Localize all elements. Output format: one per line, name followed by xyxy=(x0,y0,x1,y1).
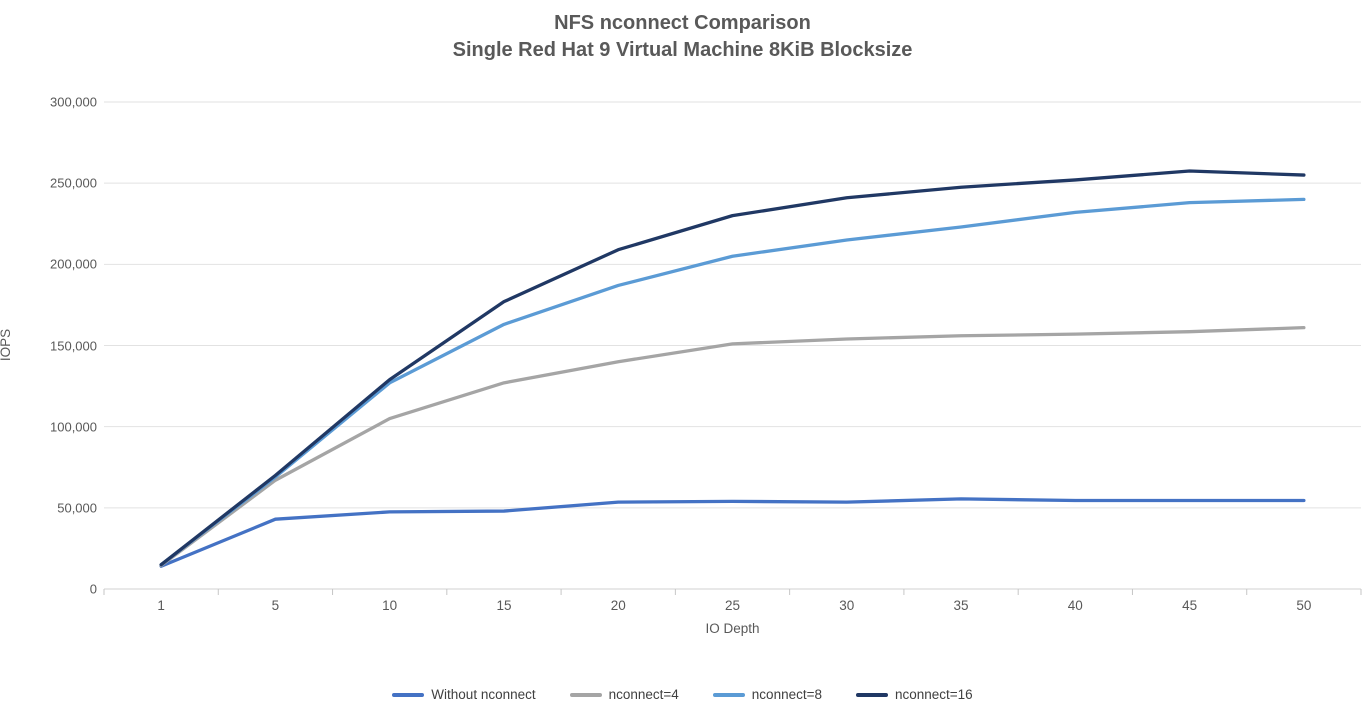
x-tick-label: 45 xyxy=(1182,598,1198,613)
legend-swatch-icon xyxy=(855,692,888,697)
y-tick-label: 200,000 xyxy=(50,256,97,272)
y-tick-label: 100,000 xyxy=(50,419,97,435)
x-tick-label: 30 xyxy=(839,598,855,613)
x-tick-label: 5 xyxy=(271,598,280,613)
series-line-2 xyxy=(159,197,1306,567)
x-tick-label: 20 xyxy=(610,598,626,613)
x-tick-label: 10 xyxy=(382,598,398,613)
chart-legend: Without nconnect nconnect=4 nconnect=8 ncon… xyxy=(0,687,1365,702)
legend-label: nconnect=4 xyxy=(608,687,679,702)
x-tick-label: 40 xyxy=(1067,598,1083,613)
y-tick-label: 150,000 xyxy=(50,338,97,353)
legend-label: nconnect=16 xyxy=(894,687,973,702)
x-tick-label: 50 xyxy=(1296,598,1312,613)
y-tick-label: 0 xyxy=(89,581,97,597)
x-tick-label: 35 xyxy=(953,598,969,613)
legend-item: Without nconnect xyxy=(392,687,536,702)
series-line-1 xyxy=(159,325,1306,568)
legend-label: nconnect=8 xyxy=(751,687,822,702)
series-line-0 xyxy=(159,497,1306,568)
legend-item: nconnect=8 xyxy=(712,687,822,702)
y-axis-label: IOPS xyxy=(0,328,13,362)
legend-swatch-icon xyxy=(712,692,745,697)
chart-subtitle: Single Red Hat 9 Virtual Machine 8KiB Bl… xyxy=(452,39,913,61)
series-line-3 xyxy=(159,169,1306,567)
legend-swatch-icon xyxy=(392,692,425,697)
y-tick-label: 50,000 xyxy=(57,500,97,516)
legend-item: nconnect=4 xyxy=(569,687,679,702)
chart-title-block: NFS nconnect Comparison Single Red Hat 9… xyxy=(0,10,1365,64)
x-tick-label: 25 xyxy=(724,598,741,613)
legend-label: Without nconnect xyxy=(431,687,536,702)
y-tick-label: 300,000 xyxy=(50,94,97,110)
x-tick-label: 1 xyxy=(157,598,165,613)
x-axis-label: IO Depth xyxy=(705,621,760,636)
legend-swatch-icon xyxy=(569,692,602,697)
x-tick-label: 15 xyxy=(496,598,512,613)
y-tick-label: 250,000 xyxy=(50,175,97,191)
chart-title: NFS nconnect Comparison xyxy=(554,12,811,34)
legend-item: nconnect=16 xyxy=(855,687,973,702)
